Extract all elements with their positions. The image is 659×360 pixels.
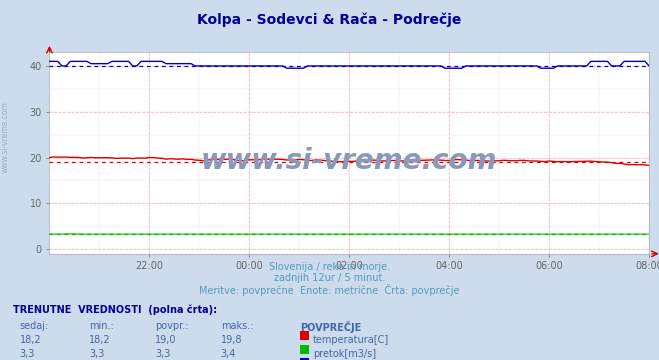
Text: sedaj:: sedaj: (20, 321, 49, 332)
Text: Slovenija / reke in morje.: Slovenija / reke in morje. (269, 262, 390, 272)
Text: 18,2: 18,2 (20, 335, 42, 345)
Text: 3,3: 3,3 (20, 349, 35, 359)
Text: pretok[m3/s]: pretok[m3/s] (313, 349, 376, 359)
Text: min.:: min.: (89, 321, 114, 332)
Text: povpr.:: povpr.: (155, 321, 188, 332)
Text: Kolpa - Sodevci & Rača - Podrečje: Kolpa - Sodevci & Rača - Podrečje (197, 13, 462, 27)
Text: 3,3: 3,3 (155, 349, 170, 359)
Text: 19,0: 19,0 (155, 335, 177, 345)
Text: maks.:: maks.: (221, 321, 253, 332)
Text: zadnjih 12ur / 5 minut.: zadnjih 12ur / 5 minut. (273, 273, 386, 283)
Text: 3,3: 3,3 (89, 349, 104, 359)
Text: TRENUTNE  VREDNOSTI  (polna črta):: TRENUTNE VREDNOSTI (polna črta): (13, 304, 217, 315)
Text: www.si-vreme.com: www.si-vreme.com (201, 147, 498, 175)
Text: temperatura[C]: temperatura[C] (313, 335, 389, 345)
Text: 3,4: 3,4 (221, 349, 236, 359)
Text: www.si-vreme.com: www.si-vreme.com (1, 101, 10, 173)
Text: 18,2: 18,2 (89, 335, 111, 345)
Text: Meritve: povprečne  Enote: metrične  Črta: povprečje: Meritve: povprečne Enote: metrične Črta:… (199, 284, 460, 296)
Text: POVPREČJE: POVPREČJE (300, 321, 361, 333)
Text: 19,8: 19,8 (221, 335, 243, 345)
